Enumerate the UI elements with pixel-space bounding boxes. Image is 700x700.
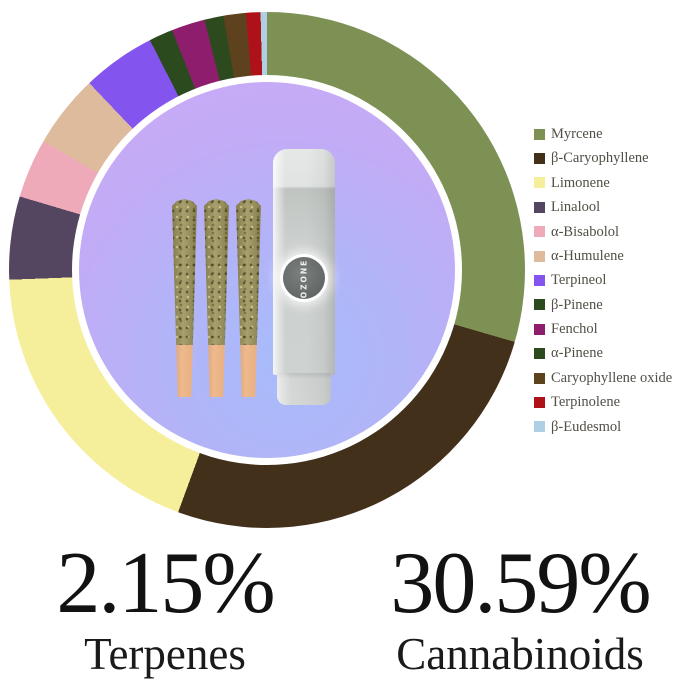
legend-swatch <box>534 226 545 238</box>
product-tube-base <box>277 373 331 405</box>
legend-swatch <box>534 396 545 408</box>
legend-item: Terpinolene <box>534 390 672 414</box>
terpenes-label: Terpenes <box>84 629 246 679</box>
legend-swatch <box>534 372 545 384</box>
legend-item: α-Humulene <box>534 244 672 268</box>
legend-label: Terpinolene <box>551 394 621 411</box>
cannabinoids-label: Cannabinoids <box>396 629 644 679</box>
terpenes-value: 2.15% <box>56 535 275 632</box>
ozone-badge: OZONE <box>283 257 325 299</box>
legend-label: Caryophyllene oxide <box>551 369 673 386</box>
preroll-filter-tip <box>236 344 261 397</box>
legend-label: Terpineol <box>551 272 607 289</box>
preroll-joint-3 <box>236 199 261 397</box>
ozone-badge-text: OZONE <box>299 258 309 298</box>
legend-label: Myrcene <box>551 125 603 142</box>
legend-label: α-Bisabolol <box>551 223 620 240</box>
legend-label: α-Humulene <box>551 247 624 264</box>
legend-item: β-Caryophyllene <box>534 146 672 170</box>
legend-label: β-Caryophyllene <box>551 150 649 167</box>
legend-swatch <box>534 348 545 360</box>
legend-item: Caryophyllene oxide <box>534 366 672 390</box>
preroll-herb <box>204 199 229 345</box>
legend-item: Terpineol <box>534 268 672 292</box>
preroll-herb <box>172 199 197 345</box>
legend-swatch <box>534 128 545 140</box>
legend-item: β-Eudesmol <box>534 415 672 439</box>
legend-label: Fenchol <box>551 321 598 338</box>
legend-item: α-Pinene <box>534 342 672 366</box>
donut-center: OZONE <box>79 82 455 458</box>
preroll-joint-2 <box>204 199 229 397</box>
legend-item: Fenchol <box>534 317 672 341</box>
legend-swatch <box>534 153 545 165</box>
cannabinoids-value: 30.59% <box>390 535 651 632</box>
legend-label: Limonene <box>551 174 610 191</box>
legend-swatch <box>534 275 545 287</box>
legend-label: Linalool <box>551 199 601 216</box>
legend-swatch <box>534 177 545 189</box>
terpenes-stat: 2.15% Terpenes <box>30 540 300 677</box>
legend-label: β-Eudesmol <box>551 418 622 435</box>
legend-swatch <box>534 299 545 311</box>
legend-item: β-Pinene <box>534 293 672 317</box>
cannabinoids-stat: 30.59% Cannabinoids <box>360 540 680 677</box>
legend-item: α-Bisabolol <box>534 220 672 244</box>
preroll-joint-1 <box>172 199 197 397</box>
preroll-filter-tip <box>172 344 197 397</box>
terpene-legend: Myrcene β-Caryophyllene Limonene Linalool α-… <box>534 122 672 439</box>
legend-swatch <box>534 323 545 335</box>
legend-item: Limonene <box>534 171 672 195</box>
legend-label: α-Pinene <box>551 345 603 362</box>
legend-swatch <box>534 421 545 433</box>
donut-inner-ring: OZONE <box>72 75 462 465</box>
legend-item: Myrcene <box>534 122 672 146</box>
legend-label: β-Pinene <box>551 296 603 313</box>
legend-swatch <box>534 201 545 213</box>
legend-swatch <box>534 250 545 262</box>
preroll-herb <box>236 199 261 345</box>
preroll-filter-tip <box>204 344 229 397</box>
legend-item: Linalool <box>534 195 672 219</box>
